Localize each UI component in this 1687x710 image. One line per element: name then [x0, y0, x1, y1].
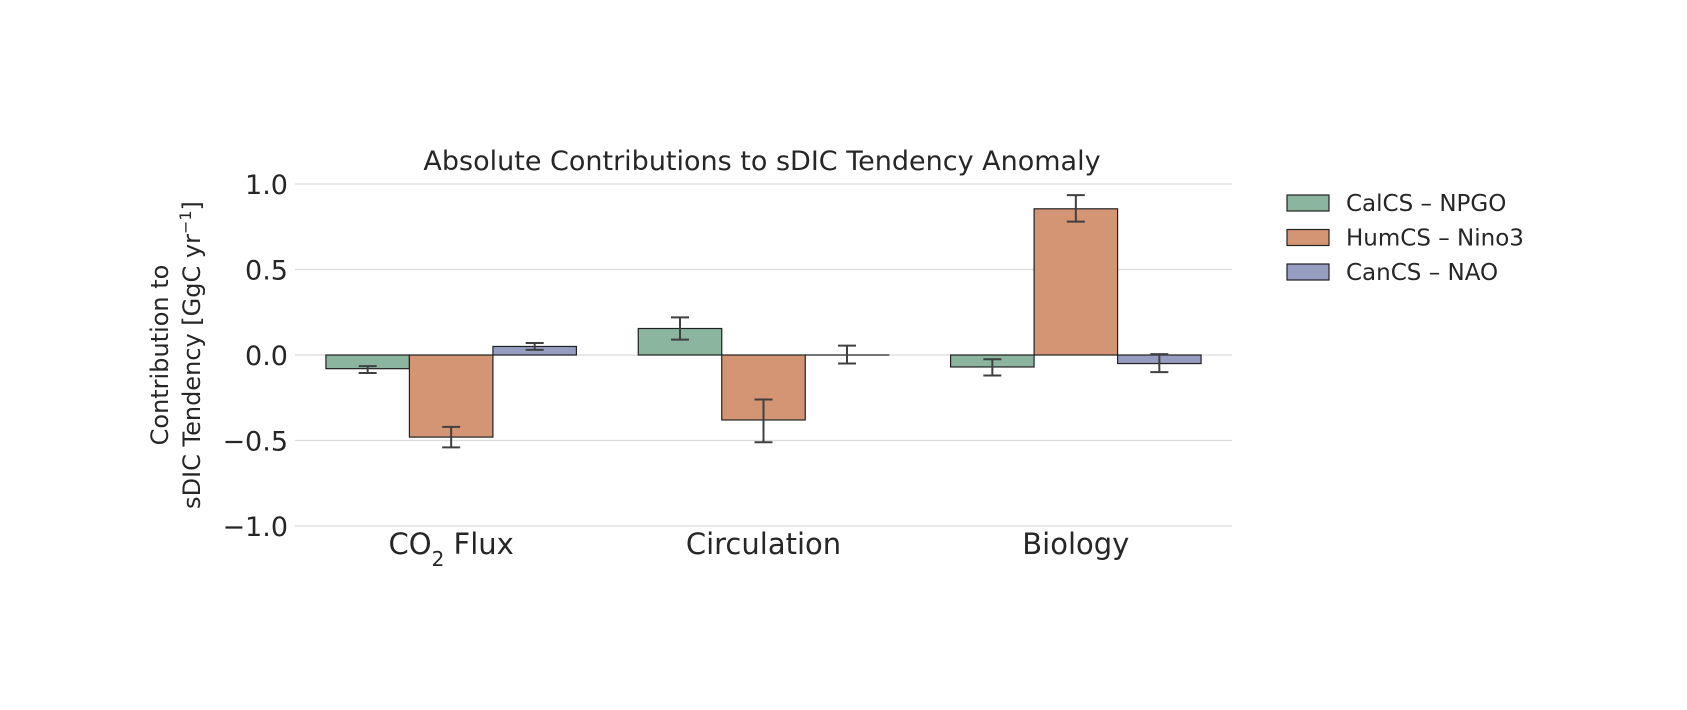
- x-tick-label: CO2 Flux: [389, 527, 514, 571]
- legend-swatch: [1286, 194, 1330, 212]
- y-axis-label-line2: sDIC Tendency [GgC yr−1]: [176, 201, 207, 509]
- y-axis-label-line1: Contribution to: [146, 265, 174, 446]
- y-tick-label: 0.0: [245, 341, 288, 372]
- error-bar: [754, 398, 773, 444]
- y-tick-labels: 1.0 0.5 0.0 −0.5 −1.0: [222, 170, 288, 543]
- error-bar: [1066, 194, 1085, 223]
- error-bar: [442, 425, 461, 449]
- error-bar: [838, 344, 856, 365]
- error-bars: [358, 194, 1169, 449]
- chart-title: Absolute Contributions to sDIC Tendency …: [423, 146, 1100, 177]
- error-bar: [671, 316, 689, 341]
- legend-item: CanCS – NAO: [1286, 260, 1498, 286]
- error-bar: [1150, 353, 1169, 374]
- error-bar: [983, 358, 1002, 377]
- error-bar: [358, 365, 377, 374]
- y-tick-label: −0.5: [222, 427, 288, 458]
- bar: [1033, 208, 1119, 356]
- x-tick-label: Circulation: [686, 527, 841, 561]
- x-tick-labels: CO2 Flux Circulation Biology: [389, 527, 1130, 571]
- legend-item: CalCS – NPGO: [1286, 191, 1506, 217]
- y-tick-label: 1.0: [245, 170, 288, 201]
- legend: CalCS – NPGO HumCS – Nino3 CanCS – NAO: [1286, 191, 1524, 286]
- y-tick-label: 0.5: [245, 256, 288, 287]
- legend-swatch: [1286, 228, 1330, 247]
- legend-swatch: [1286, 263, 1330, 281]
- y-axis-label-superscript: −1: [176, 210, 195, 234]
- y-axis-label-main: sDIC Tendency [GgC yr: [178, 234, 206, 509]
- legend-label: CalCS – NPGO: [1346, 191, 1506, 217]
- error-bar: [525, 342, 544, 351]
- x-tick-label: Biology: [1022, 527, 1129, 561]
- legend-label: CanCS – NAO: [1346, 260, 1498, 286]
- y-axis-label-bracket: ]: [178, 201, 206, 210]
- bar: [637, 327, 723, 356]
- legend-item: HumCS – Nino3: [1286, 226, 1524, 252]
- bar: [408, 354, 494, 438]
- legend-label: HumCS – Nino3: [1346, 226, 1524, 252]
- y-tick-label: −1.0: [222, 512, 288, 543]
